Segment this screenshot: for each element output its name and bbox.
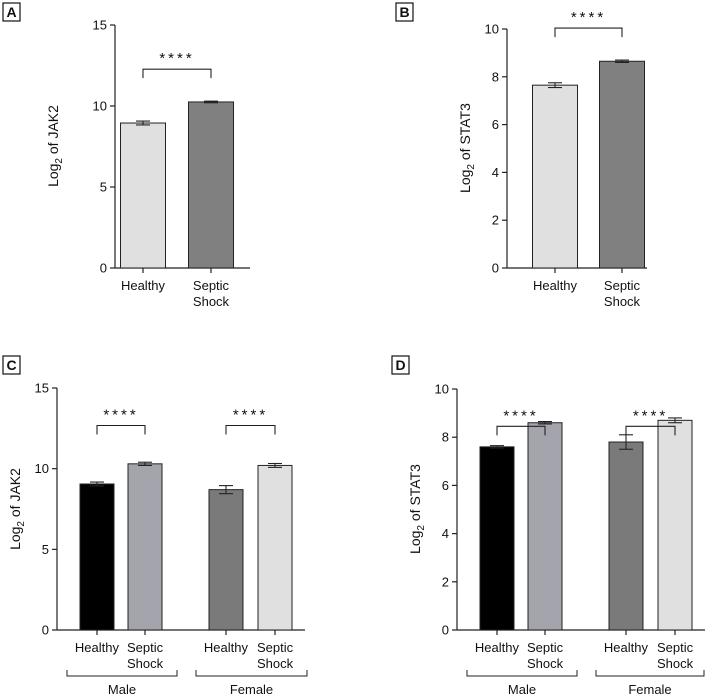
group-label: Female [628,682,671,697]
panel-label-box [391,355,410,375]
panel-label: D [395,357,405,373]
y-tick-label: 4 [492,165,499,180]
significance-bracket [225,424,276,435]
y-tick-label: 0 [42,623,49,638]
x-category-label: Healthy [121,278,166,293]
x-category-label: Shock [193,294,230,309]
y-tick-label: 2 [442,574,449,589]
y-tick-label: 10 [485,22,499,37]
y-tick-label: 10 [435,382,449,397]
group-label: Female [230,682,273,697]
x-category-label: Shock [657,656,694,671]
panel-label: A [6,4,16,20]
significance-label: **** [159,50,194,67]
bar [188,101,234,269]
significance-label: **** [233,407,268,424]
x-category-label: Septic [257,640,294,655]
x-category-label: Shock [527,656,564,671]
x-category-label: Septic [657,640,694,655]
significance-bracket [96,424,146,435]
x-category-label: Septic [127,640,164,655]
x-category-label: Septic [604,278,641,293]
x-category-label: Healthy [75,640,120,655]
x-category-label: Healthy [533,278,578,293]
x-category-label: Shock [127,656,164,671]
y-tick-label: 8 [442,430,449,445]
bar [608,441,644,631]
panel-label: C [6,357,16,373]
y-tick-label: 5 [42,542,49,557]
panel-label-box [2,2,21,22]
x-category-label: Shock [257,656,294,671]
bar [257,464,293,631]
group-bracket [66,670,178,677]
bar [599,60,645,269]
panel-label: B [399,4,409,20]
significance-bracket [142,68,212,79]
bar [120,122,166,269]
bar [208,489,244,631]
y-tick-label: 0 [100,261,107,276]
bar [657,419,693,631]
y-tick-label: 6 [442,478,449,493]
significance-label: **** [503,407,538,424]
group-bracket [595,670,705,677]
panel-label-box [395,2,414,22]
group-label: Male [108,682,136,697]
group-bracket [195,670,308,677]
x-category-label: Healthy [204,640,249,655]
x-category-label: Healthy [475,640,520,655]
bar [79,483,115,631]
y-tick-label: 15 [93,18,107,33]
x-category-label: Septic [527,640,564,655]
y-tick-label: 5 [100,180,107,195]
y-tick-label: 15 [35,381,49,396]
significance-bracket [496,425,546,436]
y-tick-label: 10 [35,461,49,476]
y-tick-label: 4 [442,526,449,541]
y-axis-label: Log2 of STAT3 [457,103,477,193]
significance-label: **** [571,9,606,26]
y-axis-label: Log2 of STAT3 [407,464,427,554]
y-tick-label: 6 [492,117,499,132]
group-label: Male [508,682,536,697]
panel-label-box [2,355,21,375]
group-bracket [466,670,578,677]
bar [479,446,515,631]
y-tick-label: 2 [492,213,499,228]
y-tick-label: 0 [442,623,449,638]
significance-label: **** [633,407,668,424]
bar [127,463,163,631]
y-axis-label: Log2 of JAK2 [7,468,27,550]
x-category-label: Septic [193,278,230,293]
y-axis-label: Log2 of JAK2 [45,105,65,187]
bar [527,422,563,631]
significance-bracket [554,27,623,38]
y-tick-label: 0 [492,261,499,276]
bar [532,84,578,269]
x-category-label: Healthy [604,640,649,655]
y-tick-label: 10 [93,99,107,114]
significance-label: **** [103,407,138,424]
x-category-label: Shock [604,294,641,309]
significance-bracket [625,425,676,436]
y-tick-label: 8 [492,69,499,84]
